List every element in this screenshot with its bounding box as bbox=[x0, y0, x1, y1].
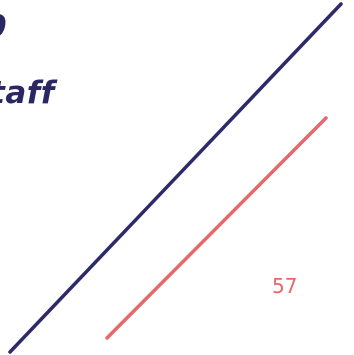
coral-diagonal-line bbox=[105, 116, 328, 340]
heading-line-1: 0 bbox=[0, 12, 7, 43]
page-number: 57 bbox=[272, 274, 298, 298]
heading-line-2: taff bbox=[0, 75, 55, 111]
navy-diagonal-line bbox=[8, 2, 343, 354]
